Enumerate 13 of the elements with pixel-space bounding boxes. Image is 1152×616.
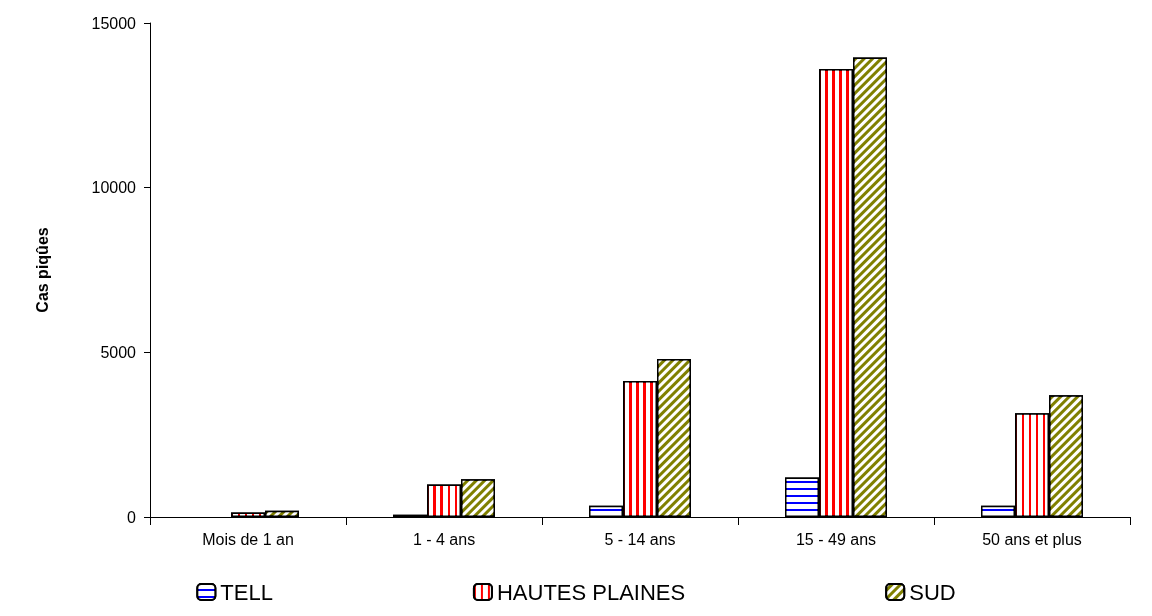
y-tick-label: 10000 xyxy=(91,179,137,197)
y-axis-title: Cas piqûes xyxy=(33,227,51,313)
legend-label: SUD xyxy=(909,579,956,605)
y-tick-label: 0 xyxy=(127,508,137,526)
x-tick-label: 15 - 49 ans xyxy=(795,530,877,548)
x-tick-label: 50 ans et plus xyxy=(982,530,1082,548)
legend-label: TELL xyxy=(220,579,273,605)
legend-label: HAUTES PLAINES xyxy=(496,579,686,605)
x-tick-label: 1 - 4 ans xyxy=(412,530,476,548)
y-tick-label: 5000 xyxy=(100,343,137,361)
x-tick-label: 5 - 14 ans xyxy=(604,530,676,548)
x-tick-label: Mois de 1 an xyxy=(202,530,294,548)
y-tick-label: 15000 xyxy=(91,14,137,32)
